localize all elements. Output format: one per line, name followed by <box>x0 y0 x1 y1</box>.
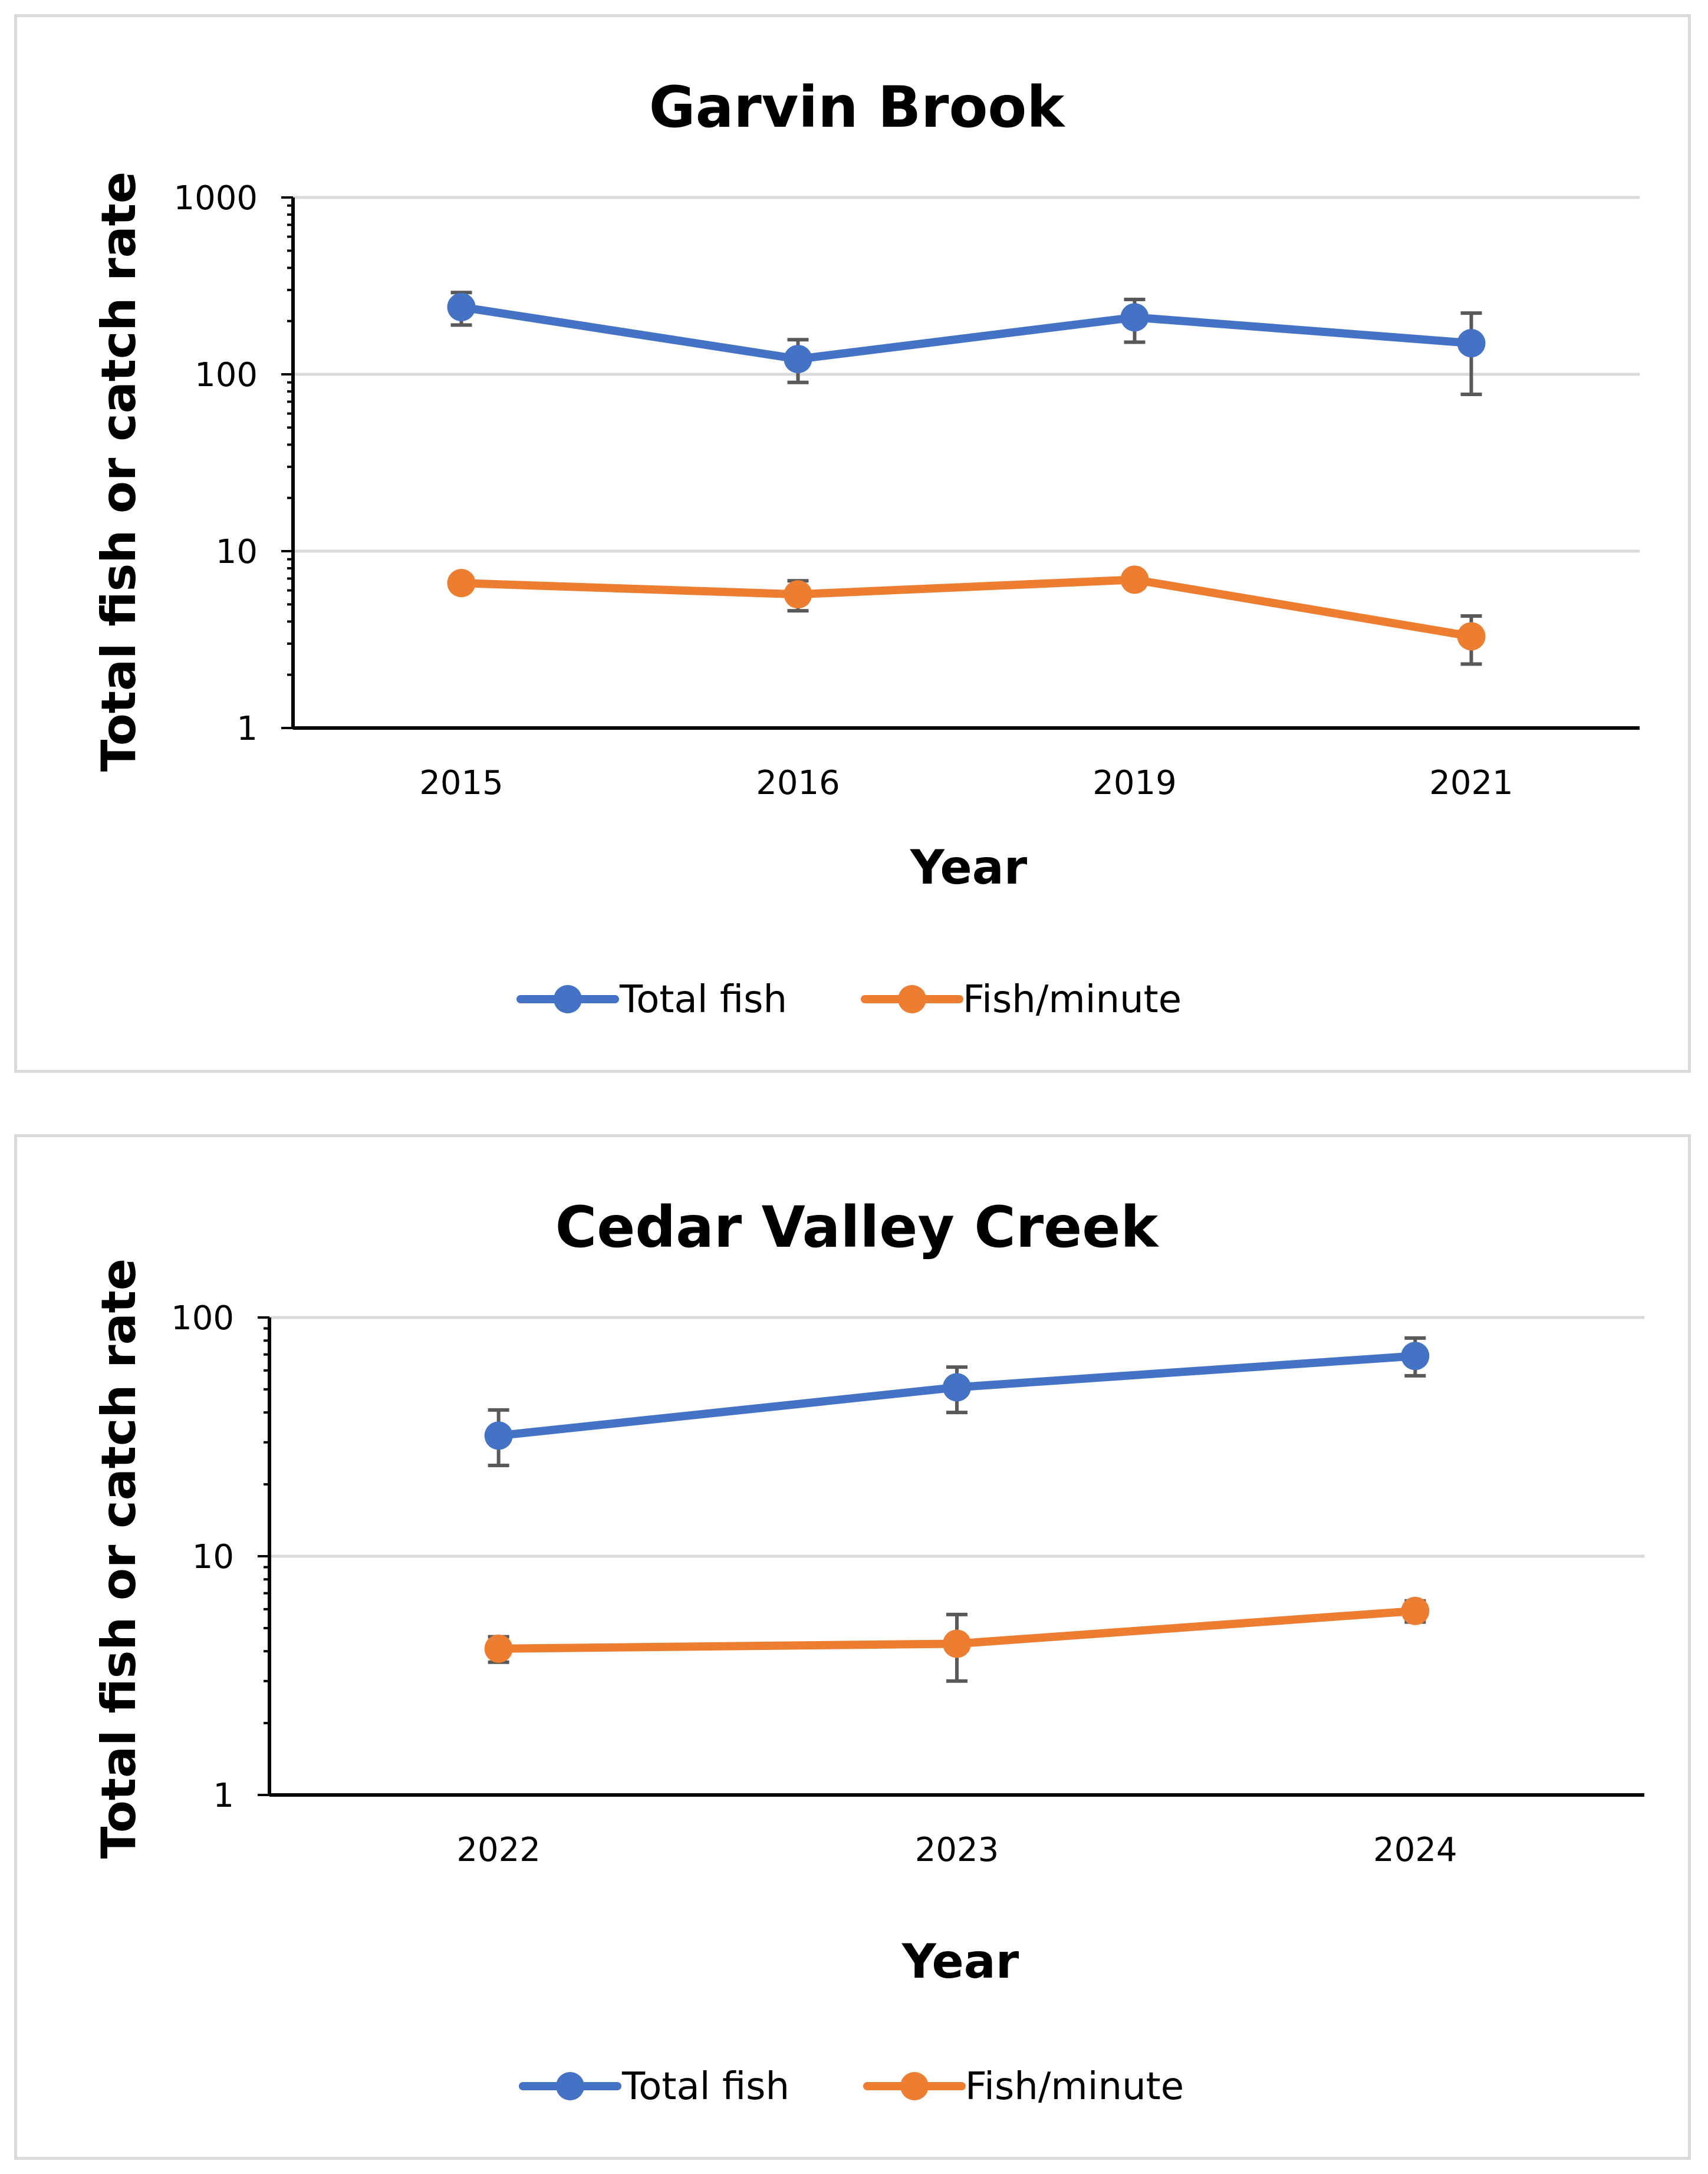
point-fish-minute-2021 <box>1457 622 1486 651</box>
x-tick-label-2024: 2024 <box>1373 1831 1457 1869</box>
point-total-fish-2023 <box>943 1373 971 1402</box>
point-total-fish-2022 <box>484 1421 513 1450</box>
series-line-total-fish <box>457 302 1476 364</box>
legend: Total fish Fish/minute <box>516 978 1182 1022</box>
y-tick-label: 1000 <box>173 179 258 218</box>
point-total-fish-2019 <box>1120 303 1149 332</box>
legend: Total fish Fish/minute <box>519 2065 1184 2109</box>
point-total-fish-2021 <box>1457 329 1486 358</box>
y-tick-label: 1 <box>213 1777 234 1815</box>
legend-marker-total-fish <box>554 985 582 1013</box>
point-total-fish-2024 <box>1401 1342 1430 1371</box>
y-tick-label: 10 <box>192 1538 234 1576</box>
legend-marker-fish-per-minute <box>898 985 926 1013</box>
legend-label-fish-per-minute: Fish/minute <box>965 2065 1184 2109</box>
point-total-fish-2015 <box>447 292 476 321</box>
chart-svg: Garvin Brook Total fish or catch rate Ye… <box>91 74 1640 1022</box>
x-tick-label-2021: 2021 <box>1429 764 1513 802</box>
y-tick-label: 100 <box>171 1299 234 1338</box>
point-fish-minute-2016 <box>784 580 812 609</box>
legend-label-total-fish: Total fish <box>621 2065 789 2109</box>
x-tick-label-2016: 2016 <box>756 764 840 802</box>
point-fish-minute-2024 <box>1401 1596 1430 1625</box>
y-axis-title: Total fish or catch rate <box>91 1259 146 1859</box>
y-tick-label: 10 <box>216 533 258 571</box>
y-axis-title: Total fish or catch rate <box>91 172 146 772</box>
legend-label-fish-per-minute: Fish/minute <box>963 978 1182 1022</box>
point-fish-minute-2019 <box>1120 565 1149 594</box>
point-fish-minute-2023 <box>943 1629 971 1658</box>
x-tick-label-2023: 2023 <box>915 1831 999 1869</box>
point-fish-minute-2015 <box>447 569 476 598</box>
chart-title: Cedar Valley Creek <box>555 1194 1160 1260</box>
legend-marker-fish-per-minute <box>900 2072 929 2100</box>
y-tick-label: 1 <box>236 710 258 748</box>
chart-svg: Cedar Valley Creek Total fish or catch r… <box>91 1194 1644 2109</box>
x-axis-title: Year <box>901 1934 1019 1989</box>
y-tick-label: 100 <box>195 356 258 394</box>
legend-marker-total-fish <box>556 2072 584 2100</box>
x-tick-label-2022: 2022 <box>456 1831 541 1869</box>
x-tick-label-2015: 2015 <box>419 764 503 802</box>
point-fish-minute-2022 <box>484 1634 513 1663</box>
legend-label-total-fish: Total fish <box>619 978 787 1022</box>
chart-title: Garvin Brook <box>649 74 1066 140</box>
chart-garvin-brook: Garvin Brook Total fish or catch rate Ye… <box>14 14 1691 1073</box>
x-axis-title: Year <box>910 840 1028 895</box>
point-total-fish-2016 <box>784 345 812 374</box>
x-tick-label-2019: 2019 <box>1092 764 1177 802</box>
series-line-fish-minute <box>457 575 1476 641</box>
chart-cedar-valley-creek: Cedar Valley Creek Total fish or catch r… <box>14 1134 1691 2160</box>
